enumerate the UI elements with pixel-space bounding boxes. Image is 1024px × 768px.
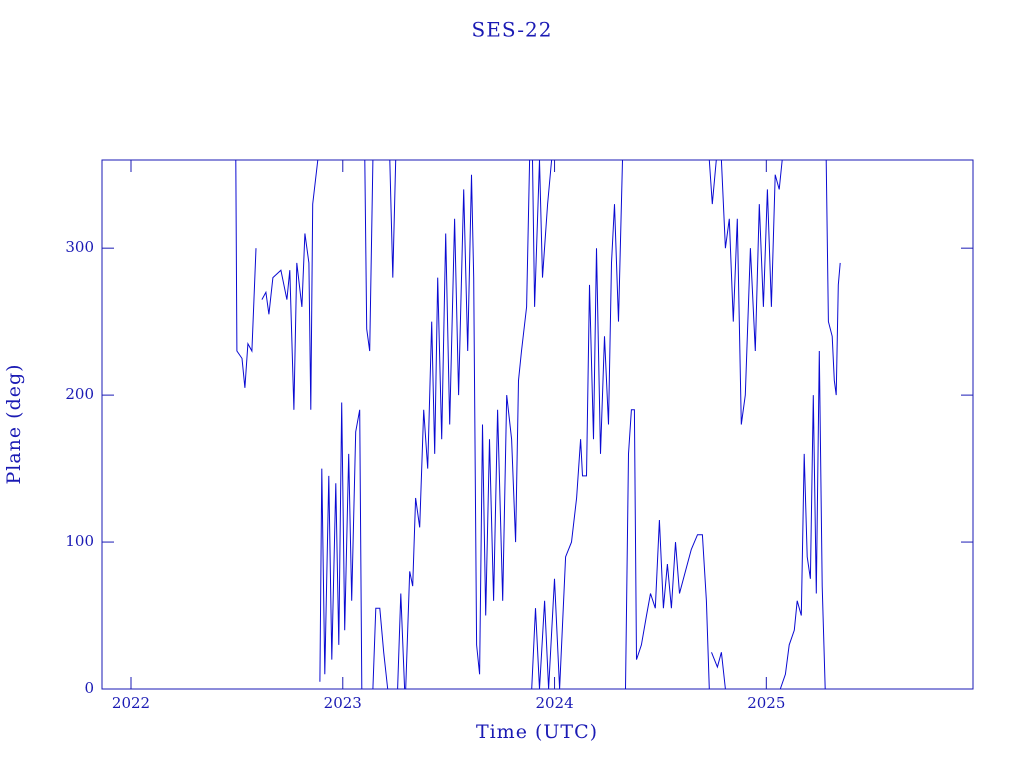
x-axis-label: Time (UTC)	[476, 721, 598, 743]
y-axis-label: Plane (deg)	[3, 363, 25, 484]
y-tick-label: 100	[65, 532, 94, 550]
x-tick-label: 2025	[747, 694, 785, 712]
x-tick-label: 2024	[535, 694, 573, 712]
y-tick-label: 200	[65, 385, 94, 403]
chart-title: SES-22	[472, 18, 553, 42]
y-tick-label: 300	[65, 238, 94, 256]
x-tick-label: 2023	[324, 694, 362, 712]
y-tick-label: 0	[84, 679, 94, 697]
x-tick-label: 2022	[112, 694, 150, 712]
plot-frame	[101, 159, 974, 690]
data-line	[235, 159, 841, 690]
